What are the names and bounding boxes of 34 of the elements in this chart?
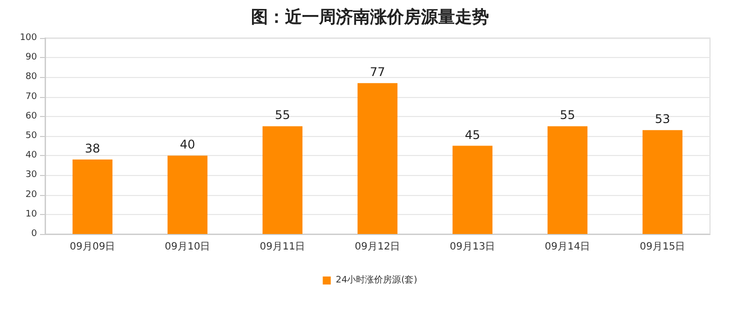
data-label: 40 xyxy=(180,138,196,152)
data-label: 45 xyxy=(464,128,480,142)
x-tick-label: 09月11日 xyxy=(260,242,306,252)
y-tick-label: 80 xyxy=(26,72,38,82)
y-tick-label: 20 xyxy=(26,190,38,200)
data-label: 38 xyxy=(84,142,100,156)
data-label: 77 xyxy=(370,65,386,80)
y-tick-label: 60 xyxy=(26,111,38,122)
x-tick-label: 09月09日 xyxy=(70,242,116,252)
y-tick-label: 10 xyxy=(26,209,38,220)
bar xyxy=(358,83,398,234)
y-tick-label: 40 xyxy=(26,150,38,161)
data-label: 55 xyxy=(274,108,290,122)
data-label: 55 xyxy=(560,108,576,122)
chart-title: 图：近一周济南涨价房源量走势 xyxy=(251,8,489,28)
x-tick-label: 09月12日 xyxy=(354,242,400,252)
bar xyxy=(262,126,302,234)
y-tick-label: 50 xyxy=(26,131,38,141)
y-tick-label: 30 xyxy=(26,170,38,180)
y-tick-label: 70 xyxy=(26,92,38,102)
y-tick-label: 0 xyxy=(31,229,38,239)
data-label: 53 xyxy=(654,112,670,126)
y-tick-label: 90 xyxy=(26,52,38,63)
y-tick-label: 100 xyxy=(20,33,38,43)
x-tick-label: 09月15日 xyxy=(640,242,686,252)
bar xyxy=(168,156,208,234)
bar xyxy=(548,126,588,234)
bar xyxy=(642,130,682,234)
bar xyxy=(452,146,492,234)
x-tick-label: 09月10日 xyxy=(164,242,210,252)
x-tick-label: 09月14日 xyxy=(544,242,590,252)
legend-label: 24小时涨价房源(套) xyxy=(336,274,418,286)
x-tick-label: 09月13日 xyxy=(450,242,496,252)
bar xyxy=(72,160,112,234)
